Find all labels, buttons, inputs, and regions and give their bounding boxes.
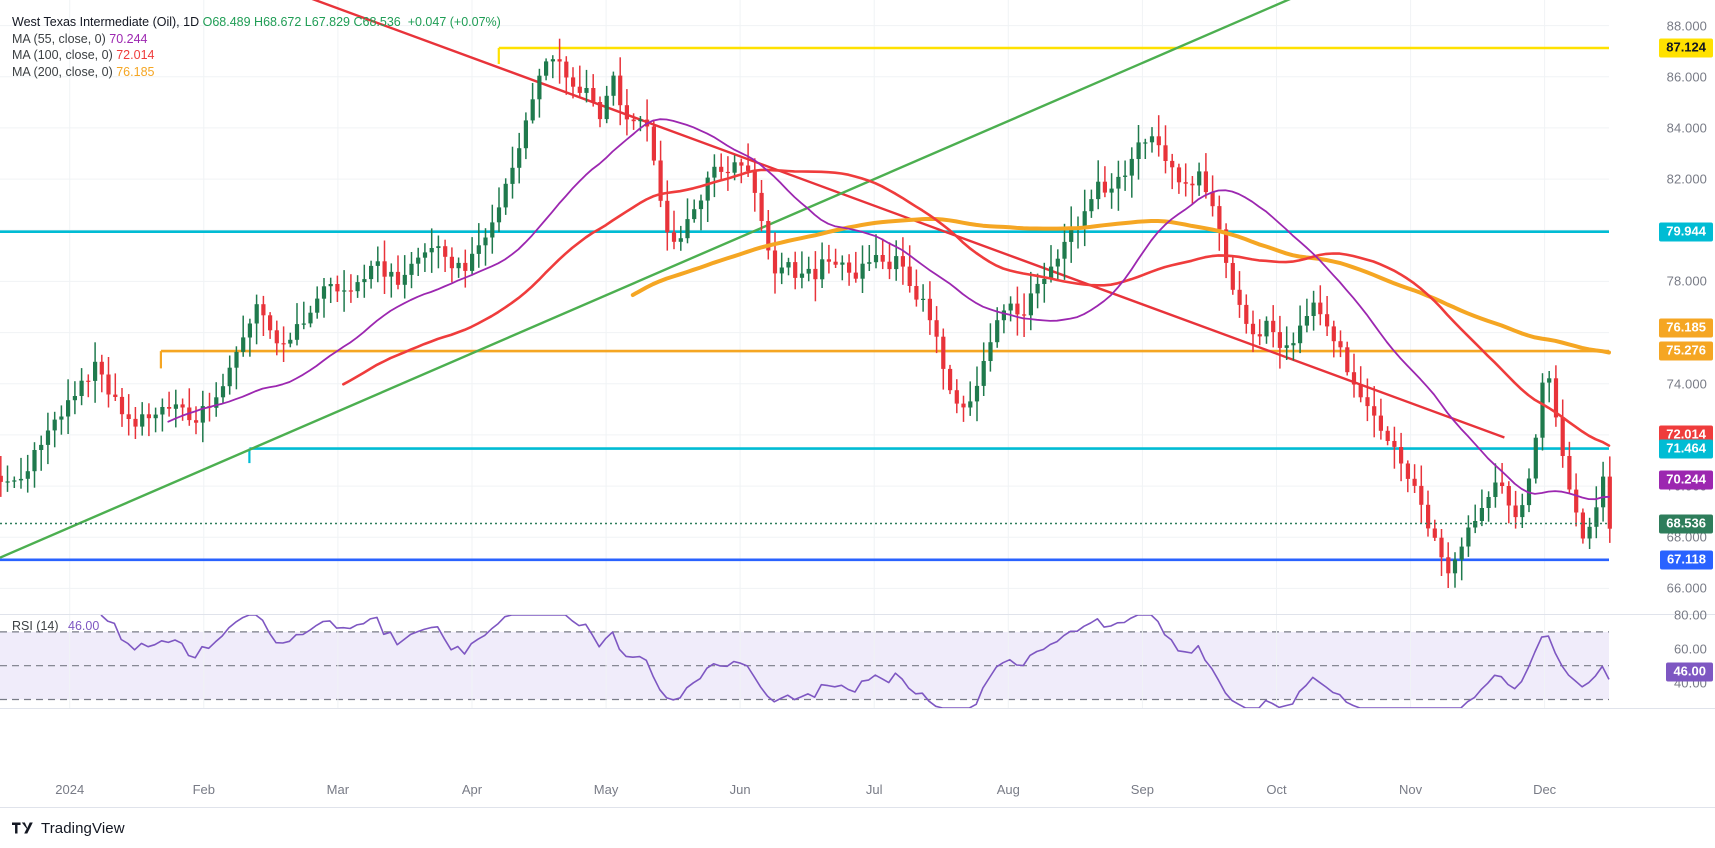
legend-ma100-label: MA (100, close, 0) <box>12 48 113 63</box>
legend-high-value: 68.672 <box>263 15 302 29</box>
rsi-line <box>100 615 1610 708</box>
rsi-legend-label: RSI (14) <box>12 619 59 633</box>
time-tick: Dec <box>1533 782 1557 797</box>
legend-ma55-value: 70.244 <box>109 31 148 46</box>
rsi-value-badge[interactable]: 46.00 <box>1666 662 1713 682</box>
legend-ma200-row[interactable]: MA (200, close, 0) 76.185 <box>12 64 501 81</box>
price-badge-resistance-cyan[interactable]: 79.944 <box>1659 222 1713 242</box>
candle-series <box>0 38 1612 588</box>
time-tick: Mar <box>326 782 350 797</box>
price-plot <box>0 0 1612 614</box>
legend-symbol[interactable]: West Texas Intermediate (Oil), 1D <box>12 15 200 29</box>
legend-change: +0.047 (+0.07%) <box>407 15 501 29</box>
price-badge-ma55-label[interactable]: 70.244 <box>1659 470 1713 490</box>
rsi-pane[interactable]: RSI (14) 46.00 80.00 60.00 40.00 46.00 <box>0 608 1715 708</box>
rsi-axis[interactable]: 80.00 60.00 40.00 46.00 <box>1609 608 1715 708</box>
time-tick: Nov <box>1398 782 1423 797</box>
price-tick: 86.000 <box>1666 69 1707 85</box>
time-tick: Oct <box>1266 782 1287 797</box>
rsi-legend-value: 46.00 <box>68 619 100 633</box>
time-tick: Aug <box>996 782 1020 797</box>
legend-close-label: C <box>353 15 363 29</box>
time-axis[interactable]: 2024 Feb Mar Apr May Jun Jul Aug Sep Oct Nov Dec <box>0 774 1715 808</box>
legend-ohlc-row[interactable]: West Texas Intermediate (Oil), 1D O68.48… <box>12 14 501 31</box>
rsi-tick: 80.00 <box>1673 607 1707 623</box>
trendline-descending-resistance <box>311 0 1505 439</box>
legend-ma55-row[interactable]: MA (55, close, 0) 70.244 <box>12 31 501 48</box>
chart-legend: West Texas Intermediate (Oil), 1D O68.48… <box>12 14 501 80</box>
footer: TradingView <box>0 808 1715 848</box>
trendline-ascending-support <box>0 0 1291 559</box>
rsi-plot <box>0 615 1610 708</box>
time-tick: Jul <box>865 782 883 797</box>
price-tick: 82.000 <box>1666 171 1707 187</box>
legend-open-label: O <box>202 15 213 29</box>
price-badge-last-price[interactable]: 68.536 <box>1659 514 1713 534</box>
legend-close-value: 68.536 <box>362 15 401 29</box>
legend-ma200-value: 76.185 <box>116 64 155 79</box>
price-tick: 66.000 <box>1666 580 1707 596</box>
price-tick: 74.000 <box>1666 376 1707 392</box>
legend-ma100-row[interactable]: MA (100, close, 0) 72.014 <box>12 47 501 64</box>
price-badge-support-cyan[interactable]: 71.464 <box>1659 439 1713 459</box>
footer-divider <box>0 807 1715 808</box>
price-pane[interactable]: West Texas Intermediate (Oil), 1D O68.48… <box>0 0 1715 614</box>
price-badge-ma200-label[interactable]: 76.185 <box>1659 318 1713 338</box>
tradingview-logo-icon[interactable] <box>12 821 34 835</box>
rsi-legend[interactable]: RSI (14) 46.00 <box>12 619 99 633</box>
time-tick: 2024 <box>55 782 85 797</box>
ma200-line <box>630 216 1611 355</box>
xaxis-top-divider <box>0 708 1715 709</box>
ma100-line <box>342 168 1611 447</box>
legend-low-value: 67.829 <box>311 15 350 29</box>
time-tick: Sep <box>1130 782 1154 797</box>
price-tick: 84.000 <box>1666 120 1707 136</box>
time-tick: May <box>593 782 619 797</box>
ma55-line <box>167 118 1610 501</box>
rsi-tick: 60.00 <box>1673 641 1707 657</box>
legend-ma200-label: MA (200, close, 0) <box>12 64 113 79</box>
price-badge-support-orange[interactable]: 75.276 <box>1659 341 1713 361</box>
legend-open-value: 68.489 <box>212 15 251 29</box>
time-tick: Jun <box>729 782 751 797</box>
price-badge-support-blue[interactable]: 67.118 <box>1659 550 1713 570</box>
time-tick: Apr <box>461 782 483 797</box>
price-tick: 68.000 <box>1666 529 1707 545</box>
price-axis[interactable]: 88.00086.00084.00082.00080.00078.00076.0… <box>1609 0 1715 614</box>
price-badge-resistance-yellow[interactable]: 87.124 <box>1659 38 1713 58</box>
tradingview-brand[interactable]: TradingView <box>41 819 125 837</box>
pane-divider[interactable] <box>0 614 1715 615</box>
time-tick: Feb <box>192 782 215 797</box>
legend-ma100-value: 72.014 <box>116 48 155 63</box>
legend-low-label: L <box>304 15 312 29</box>
price-tick: 88.000 <box>1666 18 1707 34</box>
price-tick: 78.000 <box>1666 273 1707 289</box>
legend-high-label: H <box>254 15 264 29</box>
legend-ma55-label: MA (55, close, 0) <box>12 31 106 46</box>
